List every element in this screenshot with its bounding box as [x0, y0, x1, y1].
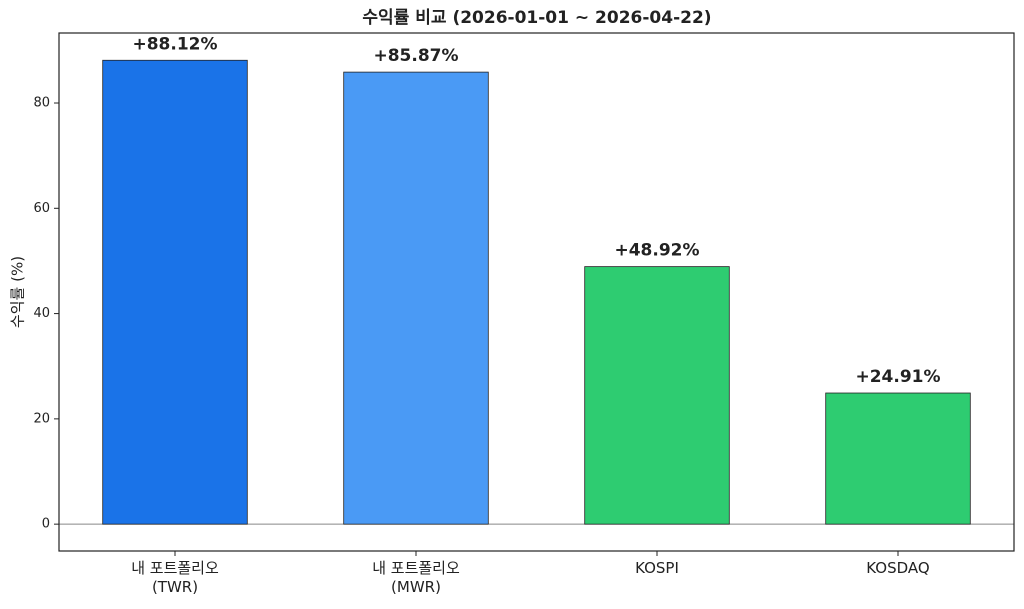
y-tick-label: 60: [33, 201, 50, 216]
value-label: +24.91%: [855, 367, 940, 387]
y-tick-label: 0: [42, 517, 50, 532]
value-label: +85.87%: [373, 46, 458, 66]
bar: [584, 266, 730, 525]
x-tick-label: KOSPI: [635, 559, 679, 577]
bar: [343, 71, 489, 525]
x-tick-label: KOSDAQ: [866, 559, 930, 577]
chart-title: 수익률 비교 (2026-01-01 ~ 2026-04-22): [362, 8, 711, 28]
x-tick-label: 내 포트폴리오 (MWR): [372, 559, 460, 596]
value-label: +48.92%: [614, 241, 699, 261]
x-tick-label: 내 포트폴리오 (TWR): [131, 559, 219, 596]
y-tick-label: 20: [33, 411, 50, 426]
bar: [825, 392, 971, 525]
bar: [102, 59, 248, 525]
y-tick-label: 40: [33, 306, 50, 321]
y-axis-label: 수익률 (%): [9, 256, 27, 328]
plot-frame: [58, 32, 1015, 552]
value-label: +88.12%: [132, 34, 217, 54]
y-tick-label: 80: [33, 96, 50, 111]
